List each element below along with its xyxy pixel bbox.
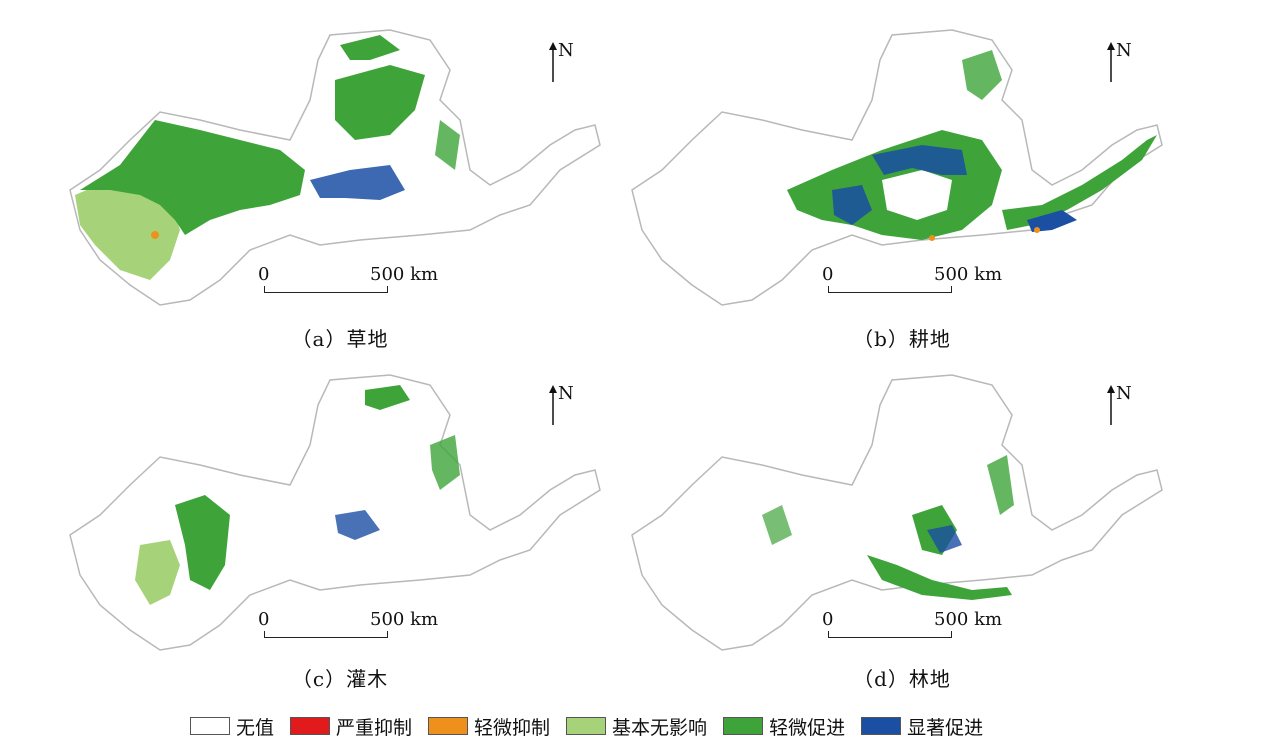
arrow-up-icon — [549, 42, 557, 82]
region-blue — [927, 525, 962, 553]
map-forest — [631, 374, 1163, 651]
legend-label: 基本无影响 — [612, 716, 708, 739]
legend-swatch — [290, 717, 331, 735]
arrow-up-icon — [1107, 42, 1115, 82]
region-light-green — [75, 180, 180, 280]
legend-swatch — [190, 717, 230, 735]
legend-label: 轻微抑制 — [474, 716, 551, 739]
region-green-east — [435, 120, 460, 170]
region-green-east — [987, 455, 1014, 515]
scale-line — [828, 286, 952, 293]
map-panel-forest: N 0 500 km — [622, 365, 1182, 685]
north-arrow: N — [1106, 40, 1146, 92]
region-green-east — [1002, 135, 1157, 230]
scale-end: 500 km — [370, 264, 439, 285]
region-blue — [310, 165, 405, 200]
legend-item-significant-promotion: 显著促进 — [861, 713, 983, 740]
scale-end: 500 km — [934, 609, 1003, 630]
region-green-plateau — [335, 65, 425, 140]
legend-item-severe-inhibition: 严重抑制 — [290, 713, 412, 740]
caption-shrub: （c）灌木 — [291, 667, 389, 691]
legend-label: 无值 — [236, 716, 275, 739]
region-green-south — [867, 555, 1012, 600]
scale-bar: 0 500 km — [258, 264, 464, 304]
north-label: N — [558, 383, 574, 404]
legend-swatch — [428, 717, 469, 735]
map-panel-cropland: N 0 500 km — [622, 20, 1182, 340]
region-green-north — [340, 35, 400, 60]
basin-outline — [69, 29, 601, 306]
caption-forest: （d）林地 — [853, 667, 951, 691]
region-blue-sw — [832, 185, 872, 225]
scale-bar: 0 500 km — [258, 609, 464, 649]
scale-line — [264, 286, 388, 293]
caption-grassland: （a）草地 — [291, 327, 389, 351]
north-arrow: N — [548, 383, 588, 435]
hotspot-orange-2 — [1034, 227, 1040, 233]
scale-bar: 0 500 km — [822, 609, 1028, 649]
scale-start: 0 — [822, 609, 834, 630]
legend-item-slight-promotion: 轻微促进 — [723, 713, 845, 740]
map-shrub — [69, 374, 601, 651]
scale-start: 0 — [258, 264, 270, 285]
legend-swatch — [723, 717, 764, 735]
region-green-west — [175, 495, 230, 590]
map-panel-grassland: N 0 500 km — [60, 20, 620, 340]
region-green-north — [962, 50, 1002, 100]
scale-line — [264, 631, 388, 638]
legend-item-no-effect: 基本无影响 — [566, 713, 707, 740]
scale-end: 500 km — [370, 609, 439, 630]
map-cropland — [631, 29, 1163, 306]
region-blue — [335, 510, 380, 540]
scale-start: 0 — [822, 264, 834, 285]
scale-end: 500 km — [934, 264, 1003, 285]
map-legend: 无值 严重抑制 轻微抑制 基本无影响 轻微促进 显著促进 — [190, 712, 1090, 740]
region-green-west — [762, 505, 792, 545]
north-label: N — [558, 40, 574, 61]
arrow-up-icon — [1107, 385, 1115, 425]
region-green-west — [80, 120, 305, 235]
region-green-east — [430, 435, 460, 490]
hotspot-orange — [151, 231, 159, 239]
legend-item-slight-inhibition: 轻微抑制 — [428, 713, 550, 740]
north-label: N — [1116, 383, 1132, 404]
legend-swatch — [566, 717, 607, 735]
region-white-center — [882, 170, 952, 220]
region-light-green — [135, 540, 180, 605]
legend-label: 轻微促进 — [769, 716, 846, 739]
map-grassland — [69, 29, 601, 306]
arrow-up-icon — [549, 385, 557, 425]
scale-line — [828, 631, 952, 638]
legend-item-no-value: 无值 — [190, 713, 274, 740]
north-arrow: N — [1106, 383, 1146, 435]
scale-bar: 0 500 km — [822, 264, 1028, 304]
basin-outline — [631, 374, 1163, 651]
legend-swatch — [861, 717, 902, 735]
scale-start: 0 — [258, 609, 270, 630]
region-green-north — [365, 385, 410, 410]
hotspot-orange — [929, 235, 935, 241]
region-blue-east — [1027, 210, 1077, 232]
north-arrow: N — [548, 40, 588, 92]
region-blue-center — [872, 145, 967, 175]
map-panel-shrub: N 0 500 km — [60, 365, 620, 685]
caption-cropland: （b）耕地 — [853, 327, 951, 351]
legend-label: 严重抑制 — [336, 716, 413, 739]
north-label: N — [1116, 40, 1132, 61]
legend-label: 显著促进 — [907, 716, 984, 739]
